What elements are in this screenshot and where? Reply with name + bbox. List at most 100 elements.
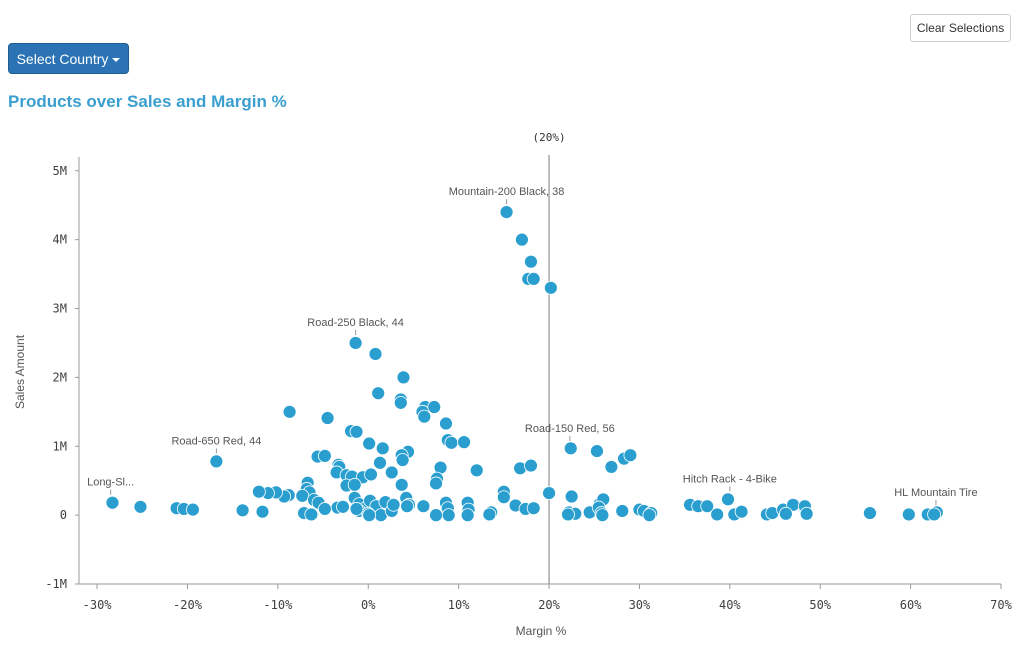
data-point[interactable] bbox=[348, 336, 363, 350]
data-point[interactable] bbox=[734, 504, 749, 519]
data-point[interactable] bbox=[336, 499, 350, 514]
data-point[interactable] bbox=[429, 476, 443, 491]
data-point[interactable] bbox=[863, 506, 877, 520]
data-point[interactable] bbox=[371, 386, 386, 401]
data-point[interactable] bbox=[927, 507, 942, 522]
data-point[interactable] bbox=[543, 280, 558, 295]
data-point[interactable] bbox=[395, 453, 410, 467]
data-point[interactable] bbox=[282, 404, 297, 419]
data-point[interactable] bbox=[384, 465, 399, 480]
x-tick-label: 0% bbox=[361, 598, 376, 612]
x-tick-label: 70% bbox=[990, 598, 1012, 612]
y-tick-label: -1M bbox=[45, 577, 67, 591]
data-point[interactable] bbox=[375, 441, 390, 456]
data-point[interactable] bbox=[368, 347, 383, 361]
data-point[interactable] bbox=[429, 508, 443, 523]
data-point[interactable] bbox=[561, 507, 575, 522]
data-point[interactable] bbox=[563, 441, 578, 456]
chevron-down-icon bbox=[112, 57, 121, 62]
data-point[interactable] bbox=[721, 492, 735, 507]
x-tick-label: 60% bbox=[900, 598, 922, 612]
data-point[interactable] bbox=[349, 502, 364, 516]
select-country-dropdown[interactable]: Select Country bbox=[8, 43, 129, 74]
data-point[interactable] bbox=[255, 504, 270, 519]
data-point[interactable] bbox=[524, 254, 538, 269]
labels-layer: Mountain-200 Black, 38 Road-250 Black, 44… bbox=[87, 186, 978, 506]
x-tick-label: 50% bbox=[809, 598, 831, 612]
data-point[interactable] bbox=[396, 370, 411, 385]
data-point[interactable] bbox=[615, 504, 630, 518]
data-point[interactable] bbox=[349, 424, 364, 439]
data-point[interactable] bbox=[373, 455, 387, 470]
data-point[interactable] bbox=[799, 506, 814, 521]
data-point[interactable] bbox=[642, 508, 657, 523]
data-point[interactable] bbox=[526, 501, 541, 516]
data-point[interactable] bbox=[133, 499, 148, 514]
point-annotation: Road-250 Black, 44 bbox=[307, 317, 404, 329]
data-point[interactable] bbox=[209, 454, 224, 469]
data-point[interactable] bbox=[235, 503, 250, 518]
data-point[interactable] bbox=[444, 435, 459, 450]
data-point[interactable] bbox=[604, 460, 619, 474]
data-point[interactable] bbox=[564, 489, 579, 504]
data-point[interactable] bbox=[623, 448, 638, 463]
data-point[interactable] bbox=[362, 508, 377, 523]
data-point[interactable] bbox=[386, 497, 401, 512]
scatter-chart: -1M 0 1M 2M 3M 4M 5M -30% -20% -10% 0% 10% 20% 30% 40%… bbox=[13, 131, 1013, 638]
data-point[interactable] bbox=[393, 395, 408, 410]
data-point[interactable] bbox=[482, 507, 497, 522]
data-point[interactable] bbox=[595, 508, 610, 523]
y-tick-label: 4M bbox=[53, 233, 67, 247]
data-point[interactable] bbox=[441, 508, 456, 523]
data-point[interactable] bbox=[364, 467, 378, 482]
x-tick-label: -10% bbox=[263, 598, 293, 612]
x-tick-label: 30% bbox=[629, 598, 651, 612]
data-point[interactable] bbox=[304, 507, 319, 522]
data-point[interactable] bbox=[778, 506, 793, 521]
point-annotation: Road-650 Red, 44 bbox=[171, 435, 261, 447]
data-point[interactable] bbox=[496, 490, 511, 505]
data-point[interactable] bbox=[417, 409, 432, 424]
data-point[interactable] bbox=[439, 416, 453, 431]
data-point[interactable] bbox=[499, 205, 514, 219]
data-point[interactable] bbox=[317, 502, 332, 516]
y-tick-label: 3M bbox=[53, 302, 67, 316]
data-point[interactable] bbox=[515, 232, 529, 247]
x-tick-label: -30% bbox=[83, 598, 113, 612]
axes-layer: -1M 0 1M 2M 3M 4M 5M -30% -20% -10% 0% 10% 20% 30% 40%… bbox=[45, 131, 1012, 612]
reference-line-label: (20%) bbox=[532, 131, 565, 144]
data-point[interactable] bbox=[427, 400, 442, 414]
data-point[interactable] bbox=[185, 502, 200, 517]
x-axis-title: Margin % bbox=[516, 624, 567, 638]
data-point[interactable] bbox=[347, 477, 362, 492]
data-point[interactable] bbox=[469, 463, 484, 478]
data-point[interactable] bbox=[710, 507, 725, 522]
data-point[interactable] bbox=[362, 436, 377, 451]
data-point[interactable] bbox=[542, 486, 556, 500]
y-tick-label: 0 bbox=[60, 508, 67, 522]
point-annotation: HL Mountain Tire bbox=[894, 487, 977, 499]
data-point[interactable] bbox=[251, 484, 266, 499]
y-tick-label: 2M bbox=[53, 370, 67, 384]
chart-title: Products over Sales and Margin % bbox=[8, 92, 287, 111]
data-point[interactable] bbox=[457, 435, 471, 450]
data-point[interactable] bbox=[460, 508, 475, 523]
data-point[interactable] bbox=[320, 411, 335, 425]
data-point[interactable] bbox=[317, 448, 332, 463]
clear-selections-button[interactable]: Clear Selections bbox=[910, 14, 1011, 42]
data-point[interactable] bbox=[394, 477, 409, 492]
data-point[interactable] bbox=[105, 495, 120, 510]
data-point[interactable] bbox=[416, 499, 431, 514]
x-tick-label: 40% bbox=[719, 598, 741, 612]
data-point[interactable] bbox=[700, 499, 715, 514]
y-axis-title: Sales Amount bbox=[13, 334, 27, 409]
data-point[interactable] bbox=[901, 507, 916, 522]
y-tick-label: 5M bbox=[53, 164, 67, 178]
data-point[interactable] bbox=[400, 499, 415, 514]
points-layer bbox=[105, 205, 944, 523]
data-point[interactable] bbox=[295, 488, 310, 503]
data-point[interactable] bbox=[526, 272, 541, 286]
data-point[interactable] bbox=[524, 458, 538, 473]
x-tick-label: 10% bbox=[448, 598, 470, 612]
data-point[interactable] bbox=[590, 444, 604, 458]
